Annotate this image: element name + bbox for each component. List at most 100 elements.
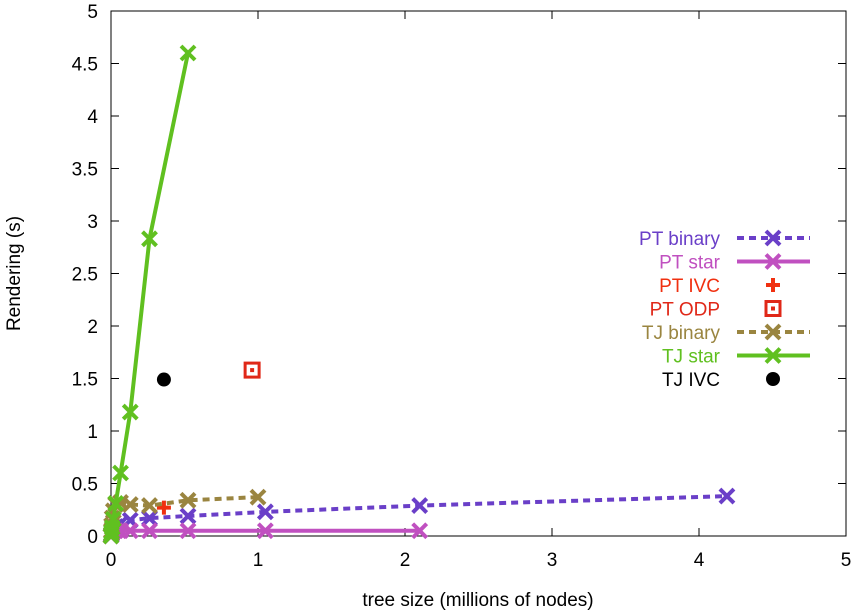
legend-marker-tj-binary xyxy=(764,323,782,341)
data-point-pt-binary-stroke xyxy=(718,487,736,505)
data-point-tj-binary xyxy=(141,497,158,514)
data-point-pt-star xyxy=(141,522,158,540)
y-axis-label: Rendering (s) xyxy=(4,216,25,331)
legend-marker-pt-binary xyxy=(764,229,782,247)
data-point-pt-odp xyxy=(243,361,261,379)
data-point-tj-star xyxy=(112,464,129,482)
legend-label-pt-ivc: PT IVC xyxy=(659,276,720,297)
data-point-tj-star-stroke xyxy=(121,403,139,421)
data-point-tj-star-stroke xyxy=(179,44,197,62)
data-point-pt-binary-stroke xyxy=(411,497,429,514)
data-point-tj-star xyxy=(179,44,197,62)
data-point-pt-ivc xyxy=(156,500,171,515)
series-pt-odp xyxy=(243,361,261,379)
legend-marker-pt-star xyxy=(764,253,782,270)
legend-item-pt-odp: PT ODP xyxy=(650,300,782,321)
legend-marker-tj-star-stroke xyxy=(764,347,782,364)
y-tick-label: 3.5 xyxy=(72,160,98,181)
series-layer xyxy=(102,44,736,545)
legend-marker-tj-ivc-dot xyxy=(766,372,780,386)
data-point-pt-star xyxy=(256,522,274,540)
legend-marker-pt-odp-dot xyxy=(771,306,775,311)
x-tick-label: 2 xyxy=(400,550,411,571)
plot-frame xyxy=(110,10,847,537)
y-tick-label: 4 xyxy=(87,107,98,128)
data-point-tj-binary xyxy=(249,488,267,506)
data-point-pt-binary-stroke xyxy=(179,507,197,525)
data-point-pt-star xyxy=(179,522,197,540)
data-point-tj-binary-stroke xyxy=(249,488,267,506)
legend-label-pt-star: PT star xyxy=(659,253,721,274)
data-point-tj-binary xyxy=(121,496,139,513)
legend-label-tj-binary: TJ binary xyxy=(642,323,721,344)
data-point-pt-star xyxy=(411,522,429,540)
data-point-pt-star-stroke xyxy=(411,522,429,540)
legend-label-pt-binary: PT binary xyxy=(639,229,720,250)
data-point-pt-binary xyxy=(141,509,158,527)
data-point-tj-ivc xyxy=(156,372,171,387)
data-point-tj-binary-stroke xyxy=(121,496,139,513)
data-point-pt-star-stroke xyxy=(141,522,158,540)
data-point-pt-binary xyxy=(718,487,736,505)
data-point-tj-star xyxy=(121,403,139,421)
legend-label-pt-odp: PT ODP xyxy=(650,300,720,321)
legend-marker-tj-star xyxy=(764,347,782,364)
legend-item-pt-ivc: PT IVC xyxy=(659,276,780,297)
data-point-tj-star-stroke xyxy=(104,510,122,528)
legend-item-pt-binary: PT binary xyxy=(639,229,810,250)
legend-marker-pt-star-stroke xyxy=(764,253,782,270)
data-point-pt-binary-stroke xyxy=(141,509,158,527)
data-point-tj-star-stroke xyxy=(103,523,121,541)
data-point-pt-odp-dot xyxy=(250,368,255,373)
legend-marker-pt-binary-stroke xyxy=(764,229,782,247)
data-point-tj-star xyxy=(107,495,125,512)
data-point-pt-star-stroke xyxy=(179,522,197,540)
x-tick-label: 0 xyxy=(106,550,117,571)
data-point-tj-star-stroke xyxy=(141,230,158,248)
axis-ticks: 0 1 2 3 4 5 0 0.5 1 1.5 2 2.5 3 3.5 4 4.5 5 xyxy=(72,2,852,571)
data-point-pt-binary xyxy=(179,507,197,525)
x-tick-label: 4 xyxy=(694,550,705,571)
y-tick-label: 2.5 xyxy=(72,265,98,286)
y-tick-label: 5 xyxy=(87,2,98,23)
data-point-tj-star xyxy=(141,230,158,248)
y-tick-label: 3 xyxy=(87,212,98,233)
x-axis-label: tree size (millions of nodes) xyxy=(362,590,593,611)
legend-marker-tj-binary-stroke xyxy=(764,323,782,341)
y-tick-label: 1.5 xyxy=(72,370,98,391)
data-point-tj-binary-stroke xyxy=(141,497,158,514)
data-point-pt-binary xyxy=(411,497,429,514)
series-line-tj-star xyxy=(109,52,190,537)
y-tick-label: 0 xyxy=(87,527,98,548)
data-point-tj-star-stroke xyxy=(107,495,125,512)
series-pt-binary xyxy=(102,487,736,545)
data-point-pt-binary-stroke xyxy=(256,503,274,521)
data-point-tj-binary xyxy=(179,491,197,509)
data-point-tj-star-stroke xyxy=(112,464,129,482)
legend-item-tj-star: TJ star xyxy=(662,347,810,368)
legend-marker-pt-odp xyxy=(764,300,782,317)
data-point-pt-binary xyxy=(256,503,274,521)
series-pt-star xyxy=(102,522,429,545)
data-point-pt-star-stroke xyxy=(256,522,274,540)
data-point-tj-star xyxy=(103,523,121,541)
x-tick-label: 1 xyxy=(253,550,264,571)
legend-label-tj-star: TJ star xyxy=(662,347,721,368)
data-point-tj-star xyxy=(104,510,122,528)
legend-label-tj-ivc: TJ IVC xyxy=(662,370,720,391)
series-tj-ivc xyxy=(156,372,171,387)
series-pt-ivc xyxy=(156,500,171,515)
y-tick-label: 0.5 xyxy=(72,475,98,496)
y-tick-label: 2 xyxy=(87,317,98,338)
x-tick-label: 3 xyxy=(547,550,558,571)
legend-marker-pt-ivc xyxy=(766,278,780,292)
data-point-pt-star xyxy=(121,522,139,540)
data-point-pt-star-stroke xyxy=(121,522,139,540)
legend-item-tj-ivc: TJ IVC xyxy=(662,370,780,391)
legend-marker-tj-ivc xyxy=(766,372,780,386)
data-point-tj-ivc-dot xyxy=(156,372,171,387)
legend-item-pt-star: PT star xyxy=(659,253,810,274)
y-tick-label: 4.5 xyxy=(72,55,98,76)
